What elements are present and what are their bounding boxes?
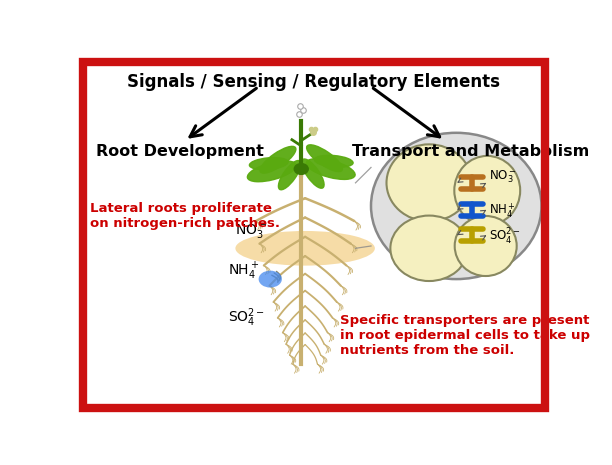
Text: NH$_4^+$: NH$_4^+$	[228, 261, 259, 282]
Ellipse shape	[371, 133, 542, 279]
Ellipse shape	[390, 216, 468, 281]
Ellipse shape	[387, 144, 472, 221]
Text: Transport and Metabolism: Transport and Metabolism	[352, 144, 589, 159]
Ellipse shape	[302, 159, 324, 188]
Ellipse shape	[315, 155, 353, 167]
Text: SO$_4^{2-}$: SO$_4^{2-}$	[489, 227, 521, 247]
Text: Signals / Sensing / Regulatory Elements: Signals / Sensing / Regulatory Elements	[127, 73, 500, 91]
Ellipse shape	[259, 271, 282, 287]
Ellipse shape	[455, 216, 517, 276]
Ellipse shape	[454, 156, 520, 225]
Text: SO$_4^{2-}$: SO$_4^{2-}$	[228, 306, 265, 329]
Text: NO$_3^-$: NO$_3^-$	[489, 168, 517, 185]
Text: Specific transporters are present
in root epidermal cells to take up
nutrients f: Specific transporters are present in roo…	[340, 314, 590, 357]
Text: NH$_4^+$: NH$_4^+$	[489, 201, 516, 220]
Ellipse shape	[306, 159, 355, 179]
Text: NO$_3^-$: NO$_3^-$	[236, 222, 268, 239]
Ellipse shape	[294, 164, 308, 174]
Ellipse shape	[247, 161, 296, 182]
Ellipse shape	[260, 146, 296, 173]
Text: Root Development: Root Development	[96, 144, 264, 159]
Ellipse shape	[307, 145, 342, 172]
Ellipse shape	[278, 160, 301, 190]
Text: Lateral roots proliferate
on nitrogen-rich patches.: Lateral roots proliferate on nitrogen-ri…	[91, 202, 280, 230]
Ellipse shape	[250, 158, 288, 170]
Ellipse shape	[236, 231, 375, 266]
